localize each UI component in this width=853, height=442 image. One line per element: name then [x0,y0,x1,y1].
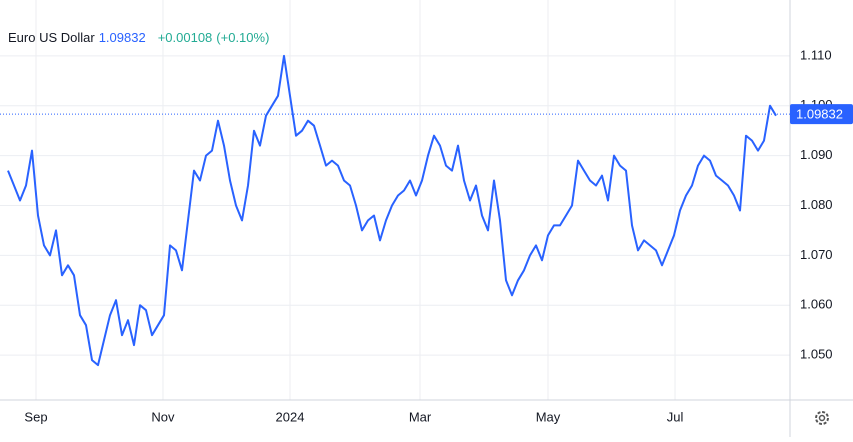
y-tick-label: 1.110 [800,47,832,62]
last-price: 1.09832 [99,30,146,45]
x-tick-label: May [536,409,561,424]
change: +0.00108 [158,30,213,45]
y-tick-label: 1.060 [800,297,833,312]
legend-title: Euro US Dollar 1.09832 +0.00108 (+0.10%) [8,30,269,45]
last-price-box [790,104,853,125]
x-tick-label: Sep [24,409,47,424]
symbol-name: Euro US Dollar [8,30,95,45]
y-tick-label: 1.090 [800,147,833,162]
y-tick-label: 1.070 [800,247,833,262]
axes: 1.0501.0601.0701.0801.0901.1001.110SepNo… [24,47,853,424]
y-tick-label: 1.050 [800,347,833,362]
settings-icon[interactable] [815,411,829,425]
x-tick-label: 2024 [276,409,305,424]
grid [0,0,790,400]
x-tick-label: Nov [151,409,175,424]
last-price-label: 1.09832 [796,107,843,122]
gear[interactable] [815,411,829,425]
plot [0,54,790,367]
x-tick-label: Mar [409,409,432,424]
change-percent: (+0.10%) [216,30,269,45]
price-line [7,54,777,367]
gear-hole[interactable] [818,414,826,422]
x-tick-label: Jul [667,409,684,424]
y-tick-label: 1.080 [800,197,833,212]
